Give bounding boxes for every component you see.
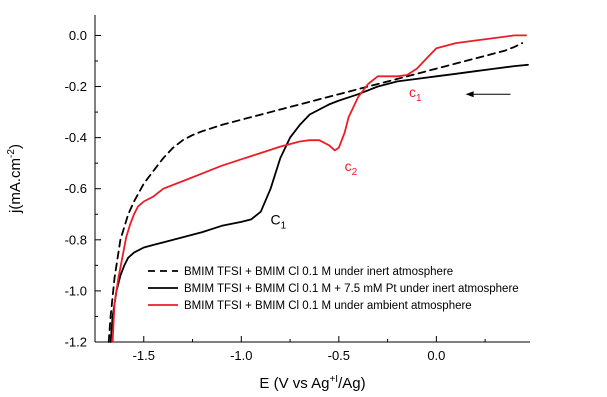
scan-direction-arrowhead <box>465 91 474 98</box>
series-line-1 <box>107 42 524 343</box>
legend-label-2: BMIM TFSI + BMIM Cl 0.1 M + 7.5 mM Pt un… <box>184 283 519 295</box>
x-tick-label: -1.0 <box>230 348 252 363</box>
y-tick-label: -1.2 <box>65 335 87 350</box>
peak-label-2: c2 <box>345 158 358 178</box>
legend-label-3: BMIM TFSI + BMIM Cl 0.1 M under ambient … <box>184 300 472 312</box>
y-tick-label: -1.0 <box>65 283 87 298</box>
y-tick-label: 0.0 <box>69 28 87 43</box>
legend: BMIM TFSI + BMIM Cl 0.1 M under inert at… <box>148 266 519 312</box>
y-tick-label: -0.2 <box>65 79 87 94</box>
x-axis-title: E (V vs Ag+I/Ag) <box>259 374 365 392</box>
y-tick-label: -0.6 <box>65 181 87 196</box>
plot-axes: 0.0 -0.2 -0.4 -0.6 -0.8 -1.0 -1.2 -1.5 -1.0 -0.5 0… <box>6 15 530 392</box>
series-line-2 <box>109 63 529 343</box>
x-tick-label: -1.5 <box>133 348 155 363</box>
x-tick-label: 0.0 <box>427 348 445 363</box>
x-tick-label: -0.5 <box>328 348 350 363</box>
peak-label-3: C1 <box>271 211 287 231</box>
y-tick-label: -0.8 <box>65 232 87 247</box>
plot-lines <box>107 34 529 343</box>
series-line-3 <box>111 34 527 343</box>
y-tick-label: -0.4 <box>65 130 87 145</box>
y-axis-title: j(mA.cm-2) <box>6 144 24 214</box>
legend-label-1: BMIM TFSI + BMIM Cl 0.1 M under inert at… <box>184 266 453 278</box>
peak-label-1: c1 <box>409 84 422 104</box>
plot-annotations: c1 c2 C1 <box>271 84 511 231</box>
